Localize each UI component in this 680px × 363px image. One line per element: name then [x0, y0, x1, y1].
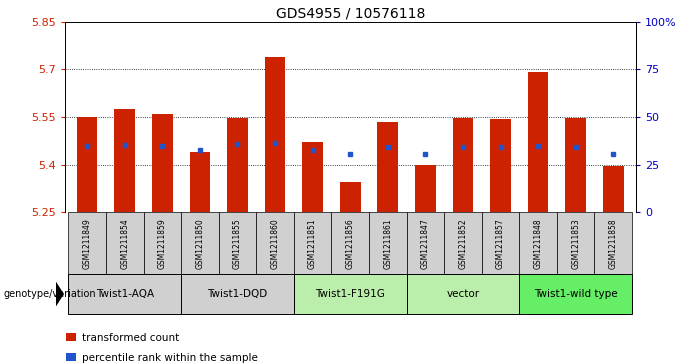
Text: GSM1211852: GSM1211852: [458, 218, 467, 269]
Bar: [369, 212, 407, 274]
Bar: [594, 212, 632, 274]
Bar: [294, 212, 331, 274]
Bar: [528, 72, 549, 212]
Text: GSM1211859: GSM1211859: [158, 218, 167, 269]
Text: Twist1-DQD: Twist1-DQD: [207, 289, 268, 299]
Bar: [377, 122, 398, 212]
Text: GSM1211848: GSM1211848: [534, 218, 543, 269]
Bar: [227, 118, 248, 212]
Polygon shape: [56, 281, 64, 307]
Text: Twist1-AQA: Twist1-AQA: [96, 289, 154, 299]
Bar: [415, 165, 436, 212]
Text: GSM1211861: GSM1211861: [384, 218, 392, 269]
Bar: [557, 212, 594, 274]
Bar: [256, 212, 294, 274]
Text: GSM1211853: GSM1211853: [571, 218, 580, 269]
Bar: [265, 57, 286, 212]
Bar: [181, 274, 294, 314]
Bar: [565, 118, 586, 212]
Bar: [340, 182, 360, 212]
Text: GSM1211856: GSM1211856: [345, 218, 355, 269]
Bar: [69, 212, 106, 274]
Bar: [303, 143, 323, 212]
Bar: [152, 114, 173, 212]
Text: GSM1211850: GSM1211850: [195, 218, 205, 269]
Bar: [114, 109, 135, 212]
Title: GDS4955 / 10576118: GDS4955 / 10576118: [275, 7, 425, 21]
Text: GSM1211857: GSM1211857: [496, 218, 505, 269]
Bar: [407, 212, 444, 274]
Bar: [219, 212, 256, 274]
Text: GSM1211849: GSM1211849: [83, 218, 92, 269]
Bar: [77, 117, 97, 212]
Bar: [490, 119, 511, 212]
Text: Twist1-F191G: Twist1-F191G: [316, 289, 385, 299]
Text: GSM1211860: GSM1211860: [271, 218, 279, 269]
Bar: [520, 212, 557, 274]
Bar: [453, 118, 473, 212]
Bar: [181, 212, 219, 274]
Text: GSM1211851: GSM1211851: [308, 218, 317, 269]
Text: percentile rank within the sample: percentile rank within the sample: [82, 352, 258, 363]
Text: transformed count: transformed count: [82, 333, 179, 343]
Bar: [444, 212, 481, 274]
Bar: [407, 274, 520, 314]
Bar: [66, 353, 75, 361]
Text: GSM1211858: GSM1211858: [609, 218, 617, 269]
Bar: [481, 212, 520, 274]
Text: vector: vector: [446, 289, 479, 299]
Bar: [190, 152, 210, 212]
Bar: [143, 212, 181, 274]
Bar: [520, 274, 632, 314]
Bar: [294, 274, 407, 314]
Text: genotype/variation: genotype/variation: [3, 289, 96, 299]
Text: Twist1-wild type: Twist1-wild type: [534, 289, 617, 299]
Text: GSM1211847: GSM1211847: [421, 218, 430, 269]
Text: GSM1211855: GSM1211855: [233, 218, 242, 269]
Bar: [331, 212, 369, 274]
Text: GSM1211854: GSM1211854: [120, 218, 129, 269]
Bar: [66, 333, 75, 341]
Bar: [69, 274, 181, 314]
Bar: [106, 212, 143, 274]
Bar: [603, 166, 624, 212]
